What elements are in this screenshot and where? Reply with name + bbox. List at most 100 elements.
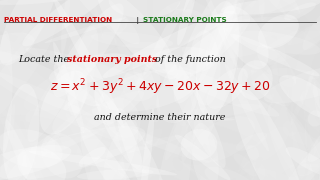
Ellipse shape	[27, 64, 75, 142]
Ellipse shape	[221, 0, 320, 15]
Ellipse shape	[204, 167, 257, 180]
Ellipse shape	[206, 68, 248, 109]
Ellipse shape	[275, 147, 320, 180]
Ellipse shape	[4, 130, 61, 180]
Ellipse shape	[122, 65, 161, 101]
Ellipse shape	[27, 47, 50, 71]
Ellipse shape	[249, 162, 266, 180]
Ellipse shape	[17, 147, 66, 180]
Ellipse shape	[173, 157, 183, 170]
Text: Locate the: Locate the	[18, 55, 72, 64]
Ellipse shape	[277, 54, 310, 159]
Ellipse shape	[55, 72, 79, 98]
Ellipse shape	[170, 58, 198, 153]
Ellipse shape	[174, 61, 202, 83]
Ellipse shape	[252, 126, 289, 162]
Ellipse shape	[61, 0, 70, 55]
Ellipse shape	[219, 98, 275, 116]
Ellipse shape	[187, 82, 211, 154]
Ellipse shape	[51, 142, 56, 159]
Ellipse shape	[234, 153, 257, 176]
Ellipse shape	[80, 127, 151, 180]
Ellipse shape	[110, 167, 134, 180]
Ellipse shape	[318, 148, 320, 180]
Ellipse shape	[308, 75, 320, 136]
Ellipse shape	[201, 0, 238, 70]
Ellipse shape	[264, 64, 320, 104]
Ellipse shape	[5, 51, 84, 68]
Ellipse shape	[101, 81, 203, 92]
Ellipse shape	[182, 11, 227, 162]
Ellipse shape	[174, 0, 240, 103]
Ellipse shape	[291, 78, 307, 179]
Ellipse shape	[230, 34, 320, 76]
Ellipse shape	[315, 97, 320, 124]
Ellipse shape	[98, 55, 163, 102]
Ellipse shape	[54, 137, 82, 180]
Ellipse shape	[232, 84, 306, 180]
Ellipse shape	[188, 157, 262, 180]
Ellipse shape	[77, 169, 154, 180]
Ellipse shape	[236, 132, 268, 151]
Ellipse shape	[0, 21, 56, 134]
Ellipse shape	[201, 0, 283, 42]
Ellipse shape	[204, 0, 251, 66]
Ellipse shape	[92, 104, 116, 125]
Ellipse shape	[0, 116, 33, 126]
Ellipse shape	[189, 30, 220, 105]
Ellipse shape	[143, 0, 201, 76]
Ellipse shape	[310, 138, 320, 149]
Ellipse shape	[0, 18, 36, 39]
Ellipse shape	[287, 14, 320, 45]
Ellipse shape	[41, 133, 83, 179]
Ellipse shape	[166, 111, 247, 176]
Ellipse shape	[132, 177, 159, 180]
Ellipse shape	[55, 16, 80, 38]
Ellipse shape	[225, 63, 269, 151]
Ellipse shape	[164, 0, 262, 25]
Ellipse shape	[222, 6, 269, 69]
Ellipse shape	[215, 0, 303, 28]
Ellipse shape	[38, 90, 126, 158]
Ellipse shape	[187, 116, 235, 121]
Ellipse shape	[147, 0, 153, 37]
Ellipse shape	[196, 1, 239, 117]
Ellipse shape	[222, 0, 255, 37]
Ellipse shape	[64, 67, 89, 111]
Text: $z = x^2 + 3y^2 + 4xy - 20x - 32y + 20$: $z = x^2 + 3y^2 + 4xy - 20x - 32y + 20$	[50, 77, 270, 97]
Ellipse shape	[40, 71, 88, 134]
Ellipse shape	[0, 32, 35, 66]
Ellipse shape	[163, 15, 250, 87]
Ellipse shape	[0, 0, 60, 3]
Ellipse shape	[4, 26, 68, 89]
Ellipse shape	[221, 87, 272, 107]
Ellipse shape	[293, 103, 320, 138]
Ellipse shape	[22, 155, 52, 180]
Ellipse shape	[0, 129, 6, 151]
Ellipse shape	[242, 72, 265, 106]
Ellipse shape	[251, 66, 316, 180]
Ellipse shape	[115, 0, 125, 28]
Ellipse shape	[29, 151, 177, 175]
Ellipse shape	[11, 0, 84, 21]
Ellipse shape	[157, 62, 279, 117]
Ellipse shape	[49, 53, 132, 85]
Ellipse shape	[0, 115, 66, 139]
Ellipse shape	[194, 168, 251, 180]
Ellipse shape	[254, 168, 302, 180]
Text: stationary points: stationary points	[67, 55, 157, 64]
Ellipse shape	[91, 135, 183, 159]
Ellipse shape	[258, 0, 300, 20]
Ellipse shape	[179, 31, 208, 126]
Ellipse shape	[68, 34, 117, 58]
Ellipse shape	[113, 31, 152, 56]
Ellipse shape	[279, 75, 320, 120]
Ellipse shape	[151, 88, 196, 180]
Ellipse shape	[175, 134, 230, 180]
Ellipse shape	[237, 60, 273, 100]
Ellipse shape	[69, 0, 140, 44]
Ellipse shape	[162, 170, 175, 180]
Ellipse shape	[140, 108, 154, 180]
Ellipse shape	[79, 147, 106, 167]
Ellipse shape	[139, 29, 211, 104]
